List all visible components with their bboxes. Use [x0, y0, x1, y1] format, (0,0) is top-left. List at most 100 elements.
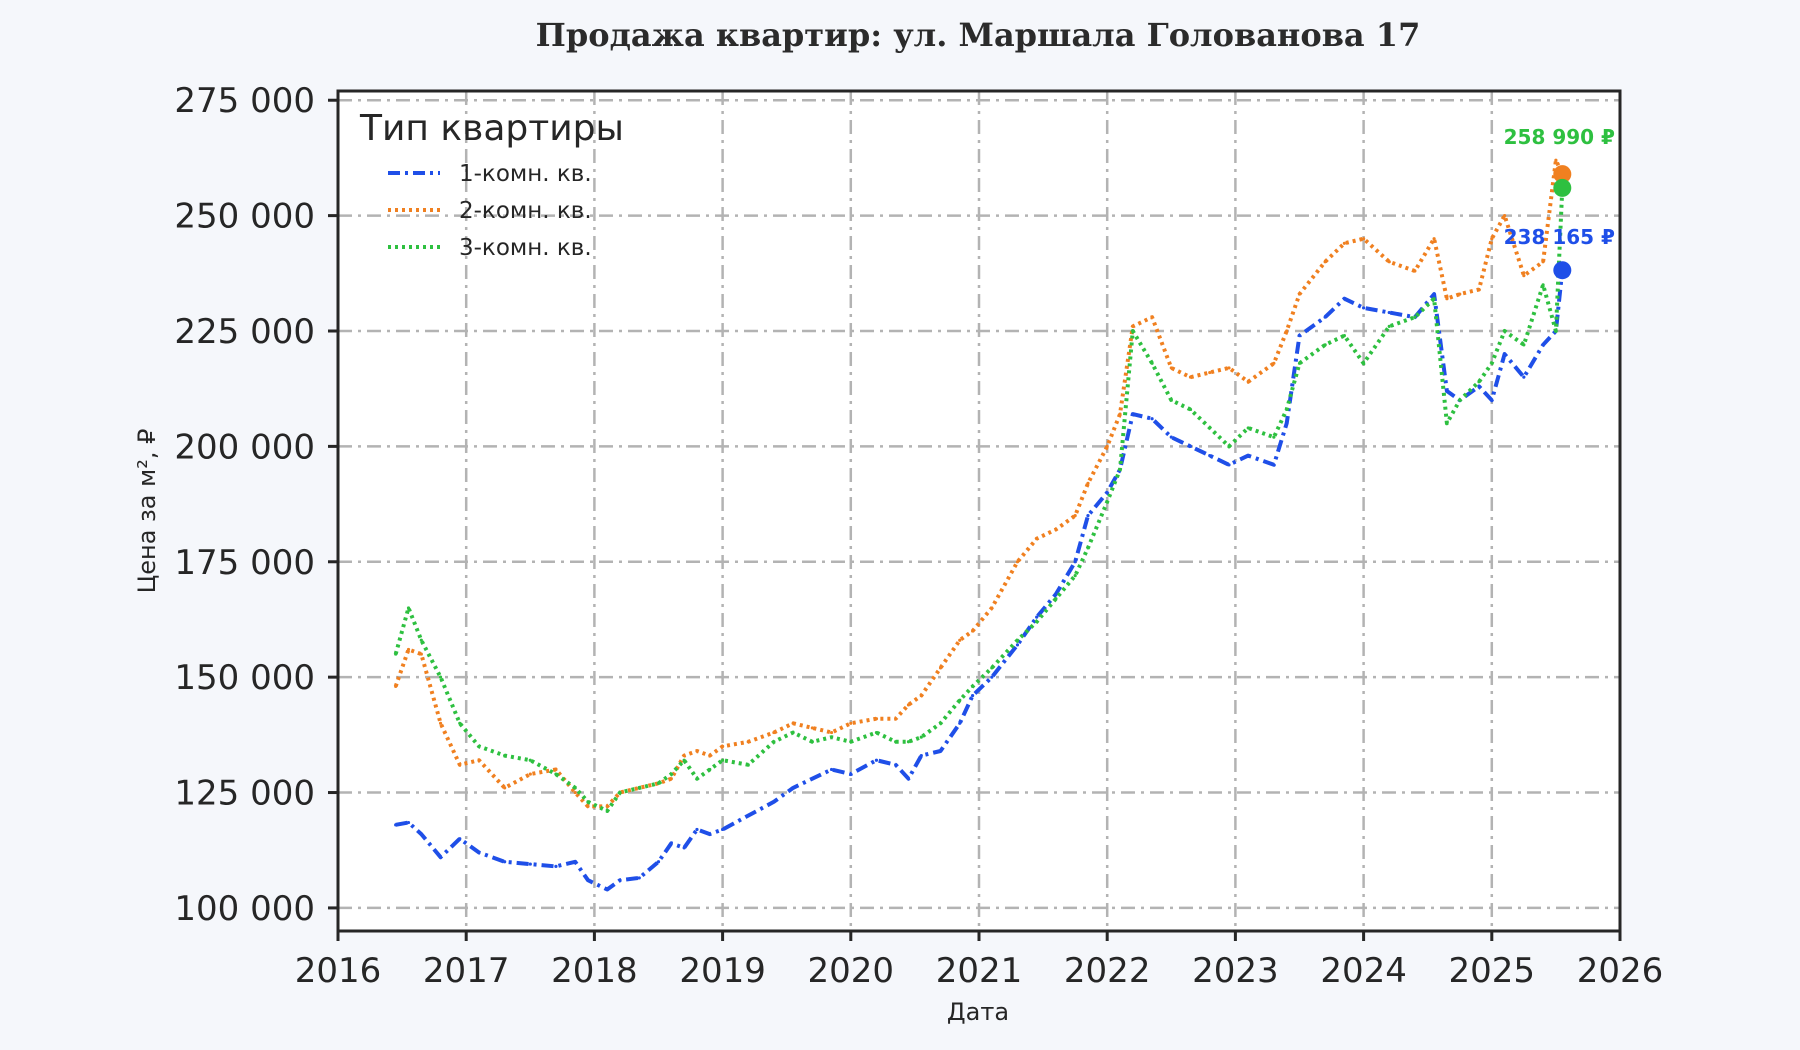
data-point — [970, 629, 975, 633]
x-tick-label: 2020 — [808, 951, 895, 991]
y-tick-label: 200 000 — [174, 427, 315, 467]
x-tick-label: 2019 — [679, 951, 766, 991]
data-point — [458, 721, 462, 725]
data-point — [1362, 237, 1366, 241]
data-point — [894, 740, 898, 744]
data-point — [1208, 454, 1212, 458]
data-point — [637, 876, 641, 880]
data-point — [1054, 527, 1058, 532]
data-point — [938, 721, 943, 725]
data-point — [906, 740, 911, 744]
data-point — [1105, 500, 1109, 504]
data-point — [746, 763, 750, 767]
data-point — [1323, 315, 1327, 319]
data-point — [1285, 421, 1289, 425]
data-point — [669, 841, 673, 845]
data-point — [1015, 643, 1020, 647]
data-point — [906, 703, 911, 707]
data-point — [1015, 638, 1020, 642]
data-point — [406, 647, 411, 652]
data-point — [919, 694, 923, 698]
data-point — [605, 809, 609, 813]
data-point — [958, 698, 962, 702]
data-point — [1285, 407, 1289, 412]
data-point — [656, 781, 661, 785]
data-point — [849, 740, 853, 744]
data-point — [849, 721, 853, 725]
data-point — [1458, 398, 1462, 402]
legend-label: 2-комн. кв. — [459, 198, 592, 224]
end-value-label: 238 165 ₽ — [1504, 225, 1615, 249]
data-point — [419, 638, 423, 642]
data-point — [406, 820, 411, 825]
data-point — [1541, 343, 1545, 347]
x-tick-label: 2026 — [1577, 951, 1664, 991]
data-point — [1342, 297, 1346, 301]
data-point — [1503, 329, 1507, 333]
data-point — [746, 814, 750, 818]
data-point — [1150, 417, 1154, 421]
data-point — [1015, 560, 1020, 564]
data-point — [772, 740, 776, 744]
data-point — [721, 827, 725, 832]
series-layer — [393, 158, 1565, 892]
data-point — [791, 721, 795, 725]
data-point — [1413, 315, 1417, 319]
data-point — [1188, 375, 1193, 379]
data-point — [1188, 407, 1193, 412]
y-axis: 100 000 125 000 150 000 175 000 200 000 225 0… — [174, 81, 338, 929]
data-point — [1445, 389, 1449, 393]
data-point — [874, 717, 879, 721]
data-point — [1086, 514, 1090, 518]
legend-label: 3-комн. кв. — [459, 235, 592, 261]
y-axis-label: Цена за м², ₽ — [133, 429, 161, 594]
data-point — [874, 730, 879, 735]
data-point — [1432, 237, 1436, 241]
legend-label: 1-комн. кв. — [459, 161, 592, 187]
data-point — [772, 730, 776, 735]
data-point — [458, 763, 462, 767]
x-tick-label: 2023 — [1192, 951, 1279, 991]
data-point — [1362, 361, 1366, 365]
data-point — [938, 666, 943, 670]
data-point — [669, 777, 673, 781]
data-point — [438, 721, 443, 725]
data-point — [1086, 481, 1090, 485]
data-point — [1246, 380, 1250, 384]
data-point — [1131, 329, 1135, 333]
data-point — [1131, 412, 1135, 416]
x-tick-label: 2022 — [1064, 951, 1151, 991]
data-point — [586, 878, 590, 882]
data-point — [919, 735, 923, 739]
data-point — [438, 855, 443, 859]
data-point — [791, 786, 795, 790]
data-point — [829, 767, 834, 772]
data-point — [1342, 241, 1346, 245]
data-point — [1227, 444, 1231, 448]
data-point — [618, 790, 622, 795]
y-tick-label: 150 000 — [174, 658, 315, 698]
data-point — [1105, 490, 1109, 495]
x-tick-label: 2025 — [1449, 951, 1536, 991]
data-point — [1297, 361, 1302, 365]
data-point — [1118, 412, 1122, 416]
data-point — [1477, 384, 1481, 388]
data-point — [874, 758, 879, 762]
series-line-1 — [395, 269, 1565, 892]
data-point — [708, 767, 712, 772]
x-tick-label: 2021 — [936, 951, 1023, 991]
series-line-2 — [393, 158, 1565, 809]
data-point — [1297, 292, 1302, 296]
data-point — [708, 832, 712, 836]
data-point — [1272, 435, 1276, 439]
data-point — [605, 887, 609, 892]
data-point — [438, 675, 443, 679]
data-point — [990, 675, 994, 679]
data-point — [810, 726, 814, 730]
data-point — [1150, 361, 1154, 365]
data-point — [669, 772, 673, 776]
data-point — [1285, 329, 1289, 333]
data-point — [503, 860, 507, 864]
data-point — [394, 823, 398, 827]
